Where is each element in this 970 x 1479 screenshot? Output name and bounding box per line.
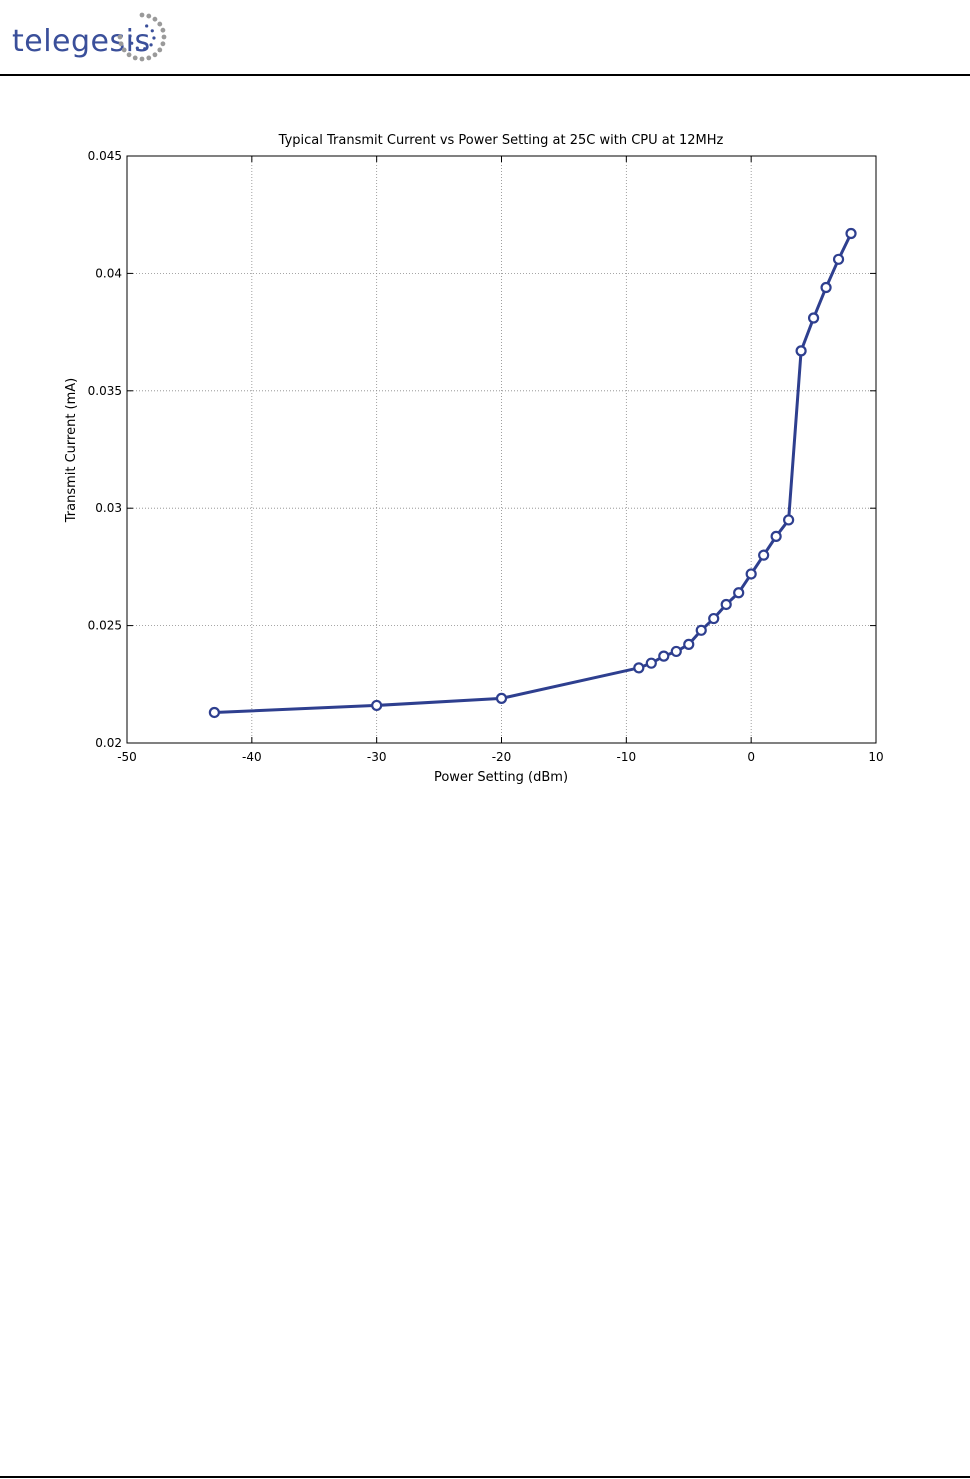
data-point: [770, 530, 782, 542]
data-point: [745, 568, 757, 580]
footer-divider: [0, 1476, 970, 1478]
logo-dot: [146, 13, 152, 19]
logo-dot: [152, 52, 158, 58]
logo-dot: [121, 47, 127, 53]
x-tick-label: 0: [747, 750, 755, 764]
swirl-dots-logo-icon: [117, 12, 167, 62]
logo-dot: [143, 47, 147, 51]
company-logo-text: telegesis: [12, 24, 151, 59]
logo-dot: [160, 27, 166, 33]
logo-dot: [157, 21, 163, 27]
data-point: [845, 227, 857, 240]
data-series: [208, 227, 857, 719]
header-divider: [0, 74, 970, 76]
y-tick-label: 0.02: [95, 736, 122, 750]
data-point: [795, 345, 807, 357]
logo-dot: [145, 24, 149, 28]
data-point: [783, 514, 795, 526]
y-tick-label: 0.03: [95, 501, 122, 515]
logo-dot: [130, 41, 134, 45]
x-tick-label: -10: [617, 750, 637, 764]
page-header: telegesis: [0, 0, 970, 78]
data-point: [733, 587, 745, 599]
x-axis-title: Power Setting (dBm): [434, 770, 568, 785]
logo-dot: [132, 55, 138, 61]
logo-dot: [117, 34, 123, 40]
data-point: [695, 624, 707, 636]
data-point: [807, 312, 820, 324]
x-tick-label: -50: [117, 750, 137, 764]
data-point: [670, 645, 682, 658]
logo-dot: [160, 41, 166, 47]
logo-dot: [146, 55, 152, 61]
logo-dot: [128, 34, 132, 38]
logo-dot: [150, 29, 154, 33]
grid-lines: [127, 156, 876, 743]
data-point: [208, 706, 220, 719]
y-tick-label: 0.025: [88, 619, 122, 633]
logo-dot: [157, 47, 163, 53]
y-tick-label: 0.04: [95, 266, 122, 280]
data-point: [683, 638, 695, 650]
logo-dot: [135, 46, 139, 50]
logo-dot: [152, 16, 158, 22]
data-point: [720, 598, 732, 611]
y-tick-label: 0.035: [88, 384, 122, 398]
data-point: [658, 650, 670, 662]
series-line: [214, 232, 853, 714]
x-tick-label: -30: [367, 750, 387, 764]
y-axis-title: Transmit Current (mA): [64, 378, 79, 524]
data-point: [371, 699, 383, 712]
logo-dot: [161, 34, 167, 40]
chart-title: Typical Transmit Current vs Power Settin…: [278, 133, 724, 148]
logo-dot: [139, 56, 145, 62]
x-tick-label: -20: [492, 750, 512, 764]
axis-ticks: -50 -40 -30 -20 -10 0 10 0.02 0.025 0.03 0.035 0.04…: [88, 149, 884, 764]
data-point: [832, 253, 845, 265]
logo-dot: [126, 52, 132, 58]
x-tick-label: -40: [242, 750, 262, 764]
x-tick-label: 10: [868, 750, 883, 764]
data-point: [820, 281, 832, 294]
logo-dot: [139, 12, 145, 18]
logo-dot: [152, 36, 156, 40]
transmit-current-chart: Typical Transmit Current vs Power Settin…: [64, 133, 884, 785]
data-point: [708, 612, 720, 625]
data-point: [633, 662, 645, 674]
data-point: [645, 657, 657, 669]
data-point: [758, 549, 770, 561]
logo-dot: [149, 43, 153, 47]
logo-dot: [118, 41, 124, 47]
data-point: [495, 692, 508, 704]
y-tick-label: 0.045: [88, 149, 122, 163]
